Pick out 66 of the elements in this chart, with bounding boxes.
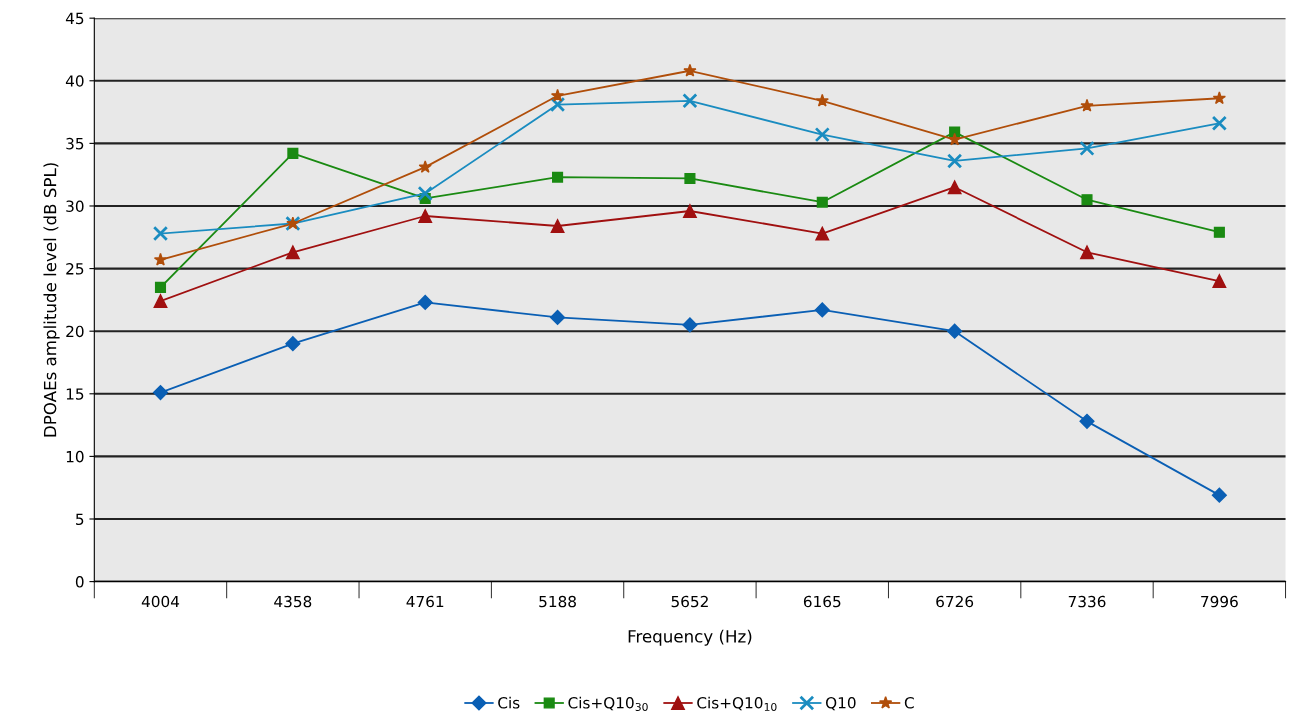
- point: [418, 209, 433, 223]
- point: [1081, 194, 1093, 206]
- legend-label: Cis: [498, 696, 520, 709]
- x-tick-label: 5188: [539, 595, 576, 608]
- x-tick-label: 4761: [406, 595, 444, 608]
- y-tick-label: 20: [66, 325, 84, 338]
- legend-label: Cis+Q10$_{10}$: [697, 696, 777, 711]
- x-tick-label: 4358: [274, 595, 312, 608]
- x-tick-label: 5652: [671, 595, 708, 608]
- point: [285, 245, 300, 260]
- y-tick-label: 30: [66, 200, 84, 212]
- point: [550, 219, 565, 233]
- y-tick-label: 5: [76, 513, 84, 526]
- point: [152, 384, 169, 401]
- y-tick-label: 45: [65, 12, 84, 25]
- point: [152, 225, 169, 242]
- y-tick-label: 35: [66, 137, 84, 150]
- point: [1079, 413, 1095, 429]
- x-tick-label: 6726: [936, 595, 974, 608]
- x-axis-title: Frequency (Hz): [628, 629, 752, 646]
- x-tick-label: 6165: [803, 595, 841, 608]
- point: [815, 93, 829, 107]
- y-tick-label: 0: [75, 576, 84, 588]
- legend-label: Cis+Q10$_{30}$: [568, 696, 648, 711]
- point: [550, 88, 565, 102]
- x-tick-label: 7996: [1201, 595, 1238, 608]
- point: [1213, 226, 1225, 238]
- point: [552, 171, 564, 183]
- point: [1079, 140, 1095, 157]
- point: [682, 204, 697, 218]
- legend-label: C: [904, 697, 914, 709]
- point: [816, 196, 828, 208]
- y-axis-title: DPOAEs amplitude level (dB SPL): [43, 163, 60, 437]
- point: [417, 185, 433, 202]
- point: [1211, 115, 1227, 131]
- point: [1212, 274, 1227, 289]
- point: [948, 132, 962, 146]
- point: [947, 180, 962, 195]
- y-tick-label: 15: [66, 388, 84, 400]
- x-tick-label: 7336: [1068, 595, 1106, 608]
- x-tick-label: 4004: [141, 595, 180, 608]
- point: [1080, 98, 1094, 112]
- point: [154, 281, 167, 293]
- point: [1080, 245, 1094, 260]
- point: [814, 302, 830, 318]
- legend-label: Q10: [825, 697, 856, 711]
- point: [287, 147, 299, 159]
- y-tick-label: 10: [66, 450, 84, 463]
- point: [684, 172, 696, 184]
- y-tick-label: 40: [65, 75, 84, 87]
- point: [153, 294, 168, 309]
- point: [682, 317, 698, 333]
- point: [947, 153, 963, 169]
- y-tick-label: 25: [66, 263, 84, 275]
- point: [1212, 91, 1227, 105]
- point: [285, 336, 301, 352]
- point: [418, 160, 432, 173]
- point: [1211, 487, 1227, 503]
- point: [814, 126, 830, 143]
- point: [815, 226, 830, 241]
- point: [682, 93, 698, 109]
- point: [549, 309, 566, 325]
- point: [417, 294, 433, 310]
- point: [947, 323, 963, 339]
- point: [683, 63, 697, 77]
- point: [153, 252, 168, 266]
